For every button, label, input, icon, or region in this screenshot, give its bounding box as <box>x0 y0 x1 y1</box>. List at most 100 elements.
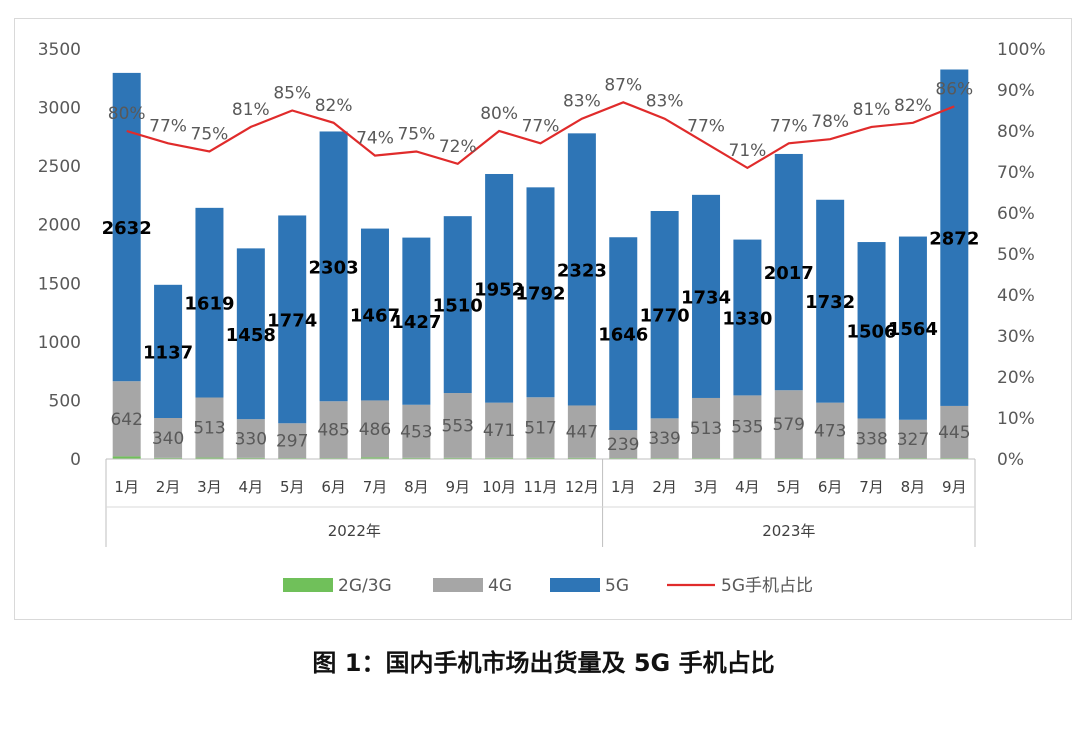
x-tick-label: 8月 <box>404 478 429 496</box>
ratio-data-label: 77% <box>522 116 560 136</box>
bar-segment <box>402 457 431 459</box>
shipment-chart: 0 500 1000 1500 2000 2500 3000 3500 0% 10% 20% 30%… <box>38 40 1046 596</box>
5g-data-label: 1137 <box>143 342 193 363</box>
ratio-data-label: 75% <box>397 125 435 145</box>
bar-segment <box>319 131 348 402</box>
legend-label: 5G手机占比 <box>721 576 813 596</box>
5g-data-label: 1427 <box>391 312 441 333</box>
y-left-tick-label: 1000 <box>38 333 81 353</box>
y-axis-left: 0 500 1000 1500 2000 2500 3000 3500 <box>38 40 81 470</box>
y-right-tick-label: 20% <box>997 368 1035 388</box>
y-right-tick-label: 50% <box>997 245 1035 265</box>
y-left-tick-label: 2500 <box>38 157 81 177</box>
bar-segment <box>692 194 721 398</box>
bar-segment <box>360 400 389 458</box>
ratio-data-label: 77% <box>149 116 187 136</box>
bar-segment <box>236 457 265 459</box>
5g-data-label: 1734 <box>681 287 731 308</box>
x-tick-label: 8月 <box>901 478 926 496</box>
ratio-data-label: 80% <box>480 104 518 124</box>
x-tick-label: 10月 <box>482 478 516 496</box>
4g-data-label: 297 <box>276 432 308 452</box>
ratio-data-label: 77% <box>687 116 725 136</box>
bar-segment <box>567 457 596 459</box>
y-right-tick-label: 80% <box>997 122 1035 142</box>
ratio-data-label: 72% <box>439 137 477 157</box>
4g-data-label: 327 <box>897 430 929 450</box>
figure-caption: 图 1：国内手机市场出货量及 5G 手机占比 <box>312 649 775 677</box>
4g-data-label: 513 <box>690 419 722 439</box>
bar-segment <box>278 215 307 424</box>
bar-segment <box>857 418 886 459</box>
4g-data-label: 339 <box>648 429 680 449</box>
5g-data-label: 1467 <box>350 306 400 327</box>
bar-segment <box>733 239 762 396</box>
bar-segment <box>774 153 803 391</box>
x-axis: 1月 2月 3月 4月 5月 6月 7月 8月 9月 10月 11月 12月 1月 2月 3月 4月 5月 6月 7… <box>105 458 976 547</box>
x-tick-label: 5月 <box>280 478 305 496</box>
ratio-data-label: 82% <box>894 96 932 116</box>
4g-data-label: 340 <box>152 429 184 449</box>
bar-segment <box>692 397 721 459</box>
bar-segment <box>898 236 927 420</box>
4g-data-label: 517 <box>524 419 556 439</box>
5g-data-label: 2323 <box>557 260 607 281</box>
bar-segment <box>319 401 348 459</box>
x-tick-label: 6月 <box>818 478 843 496</box>
y-right-tick-label: 100% <box>997 40 1046 60</box>
x-tick-label: 11月 <box>523 478 557 496</box>
5g-data-label: 1952 <box>474 279 524 300</box>
y-left-tick-label: 1500 <box>38 274 81 294</box>
bar-segment <box>236 419 265 458</box>
bar-segment <box>898 419 927 459</box>
5g-data-label: 1330 <box>722 308 772 329</box>
data-labels: 642 2632 80% 340 1137 77% 513 1619 75% 330 1458 81%… <box>102 75 980 455</box>
ratio-data-label: 81% <box>853 100 891 120</box>
bar-segment <box>526 187 555 398</box>
5g-data-label: 2872 <box>929 229 979 250</box>
x-tick-label: 5月 <box>777 478 802 496</box>
bar-segment <box>485 402 514 458</box>
4g-data-label: 453 <box>400 422 432 442</box>
legend-label: 4G <box>488 576 512 596</box>
5g-data-label: 2017 <box>764 263 814 284</box>
ratio-line <box>126 101 955 170</box>
bar-segment <box>816 199 845 403</box>
year-group-label: 2022年 <box>328 522 381 540</box>
4g-data-label: 338 <box>855 429 887 449</box>
4g-data-label: 239 <box>607 435 639 455</box>
5g-data-label: 1564 <box>888 319 938 340</box>
5g-data-label: 1732 <box>805 292 855 313</box>
ratio-data-label: 78% <box>811 112 849 132</box>
ratio-data-label: 71% <box>729 141 767 161</box>
bar-segment <box>485 173 514 403</box>
y-right-tick-label: 40% <box>997 286 1035 306</box>
ratio-data-label: 85% <box>273 84 311 104</box>
bar-segment <box>940 69 969 406</box>
y-left-tick-label: 0 <box>70 450 81 470</box>
ratio-data-label: 80% <box>108 104 146 124</box>
x-tick-label: 3月 <box>694 478 719 496</box>
y-left-tick-label: 3500 <box>38 40 81 60</box>
legend-swatch <box>283 578 333 592</box>
bar-segment <box>443 216 472 394</box>
x-tick-label: 2月 <box>652 478 677 496</box>
bar-segment <box>278 423 307 459</box>
x-tick-label: 6月 <box>321 478 346 496</box>
y-axis-right: 0% 10% 20% 30% 40% 50% 60% 70% 80% 90% 100% <box>997 40 1046 470</box>
x-tick-label: 3月 <box>197 478 222 496</box>
bar-segment <box>236 248 265 420</box>
bar-segment <box>774 390 803 459</box>
y-right-tick-label: 60% <box>997 204 1035 224</box>
bar-segment <box>816 402 845 459</box>
4g-data-label: 330 <box>235 430 267 450</box>
5g-data-label: 1458 <box>226 325 276 346</box>
bar-segment <box>154 457 183 459</box>
x-tick-label: 1月 <box>611 478 636 496</box>
bar-segment <box>609 430 638 459</box>
bar-segment <box>195 207 224 398</box>
bar-segment <box>360 228 389 401</box>
5g-data-label: 1774 <box>267 310 317 331</box>
4g-data-label: 553 <box>442 416 474 436</box>
bar-segment <box>567 405 596 458</box>
